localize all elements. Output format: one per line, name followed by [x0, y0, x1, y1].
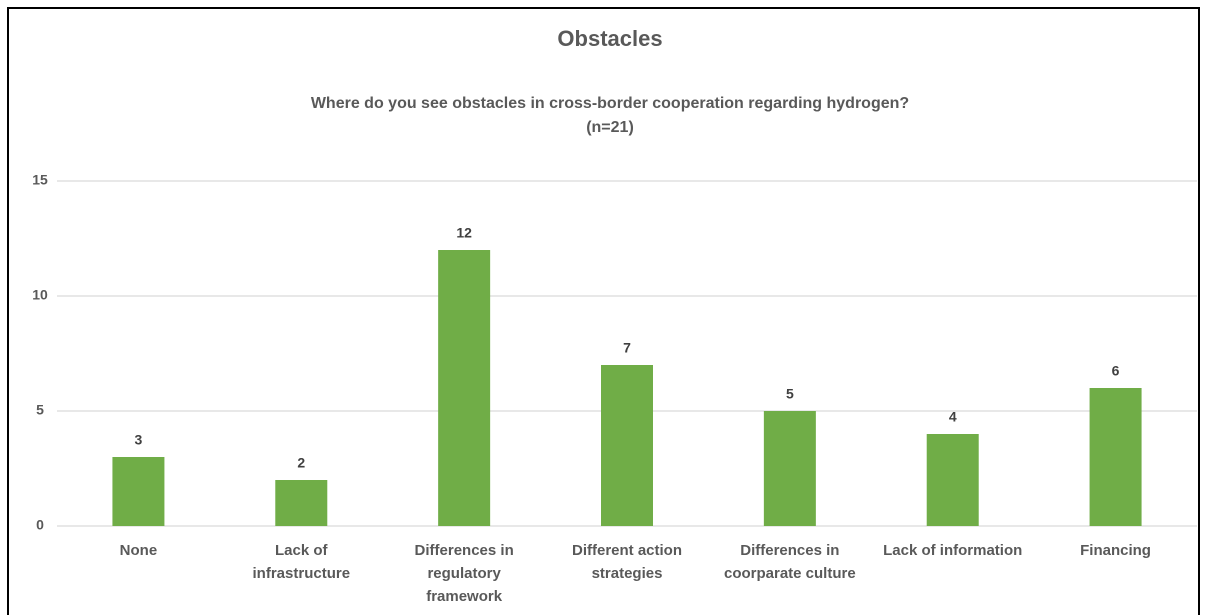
data-label: 7: [623, 340, 631, 356]
data-label: 6: [1112, 363, 1120, 379]
x-tick-label: Differences in: [740, 542, 839, 559]
data-label: 2: [297, 455, 305, 471]
x-tick-label: framework: [426, 588, 503, 605]
x-tick-label: strategies: [592, 565, 663, 582]
x-tick-label: regulatory: [427, 565, 501, 582]
x-tick-label: Differences in: [415, 542, 514, 559]
x-tick-label: Financing: [1080, 542, 1151, 559]
data-label: 3: [135, 432, 143, 448]
chart-frame: [7, 7, 1200, 615]
data-label: 4: [949, 409, 957, 425]
chart-subtitle: (n=21): [586, 119, 634, 136]
y-tick-label: 0: [36, 517, 44, 533]
bar: [763, 411, 816, 526]
x-tick-label: Lack of information: [883, 542, 1022, 559]
data-label: 12: [456, 225, 472, 241]
y-tick-label: 5: [36, 402, 44, 418]
bar: [438, 250, 491, 526]
x-tick-label: None: [120, 542, 158, 559]
bar: [926, 434, 979, 526]
chart-subtitle: Where do you see obstacles in cross-bord…: [311, 95, 909, 112]
x-tick-label: coorparate culture: [724, 565, 856, 582]
bar: [112, 457, 165, 526]
x-tick-label: infrastructure: [253, 565, 351, 582]
y-tick-label: 15: [32, 172, 48, 188]
y-tick-label: 10: [32, 287, 48, 303]
chart-title: Obstacles: [557, 26, 662, 51]
bar: [1089, 388, 1142, 526]
bar: [275, 480, 328, 526]
x-tick-label: Lack of: [275, 542, 329, 559]
x-tick-label: Different action: [572, 542, 682, 559]
data-label: 5: [786, 386, 794, 402]
bar: [601, 365, 653, 526]
